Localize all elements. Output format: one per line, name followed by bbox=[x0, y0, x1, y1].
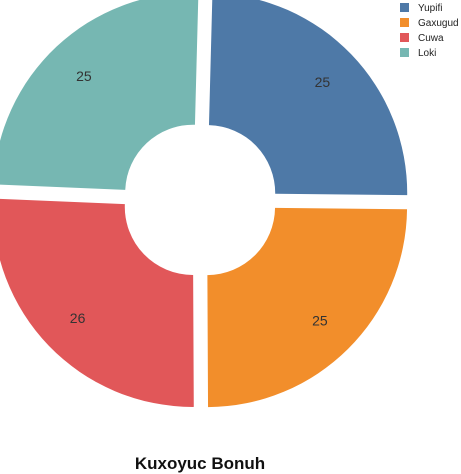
legend-swatch-gaxugud bbox=[400, 18, 409, 27]
legend-item-yupifi: Yupifi bbox=[400, 3, 442, 14]
slice-cuwa bbox=[0, 198, 194, 407]
data-label-loki: 25 bbox=[76, 68, 92, 84]
data-label-gaxugud: 25 bbox=[312, 313, 328, 329]
legend-item-cuwa: Cuwa bbox=[400, 33, 444, 44]
legend-label-yupifi: Yupifi bbox=[418, 3, 442, 14]
legend-swatch-cuwa bbox=[400, 33, 409, 42]
slice-yupifi bbox=[208, 0, 408, 196]
data-label-cuwa: 26 bbox=[70, 310, 86, 326]
legend-item-gaxugud: Gaxugud bbox=[400, 18, 459, 29]
slices-group bbox=[0, 0, 408, 408]
legend-swatch-yupifi bbox=[400, 3, 409, 12]
legend-item-loki: Loki bbox=[400, 48, 436, 59]
legend-label-cuwa: Cuwa bbox=[418, 33, 444, 44]
legend-label-loki: Loki bbox=[418, 48, 436, 59]
data-label-yupifi: 25 bbox=[315, 74, 331, 90]
legend-label-gaxugud: Gaxugud bbox=[418, 18, 459, 29]
labels-group: 25 25 26 25 bbox=[70, 68, 331, 329]
legend: Yupifi Gaxugud Cuwa Loki bbox=[400, 3, 459, 59]
slice-loki bbox=[0, 0, 199, 190]
slice-gaxugud bbox=[207, 207, 408, 408]
legend-swatch-loki bbox=[400, 48, 409, 57]
chart-title: Kuxoyuc Bonuh bbox=[135, 454, 265, 473]
